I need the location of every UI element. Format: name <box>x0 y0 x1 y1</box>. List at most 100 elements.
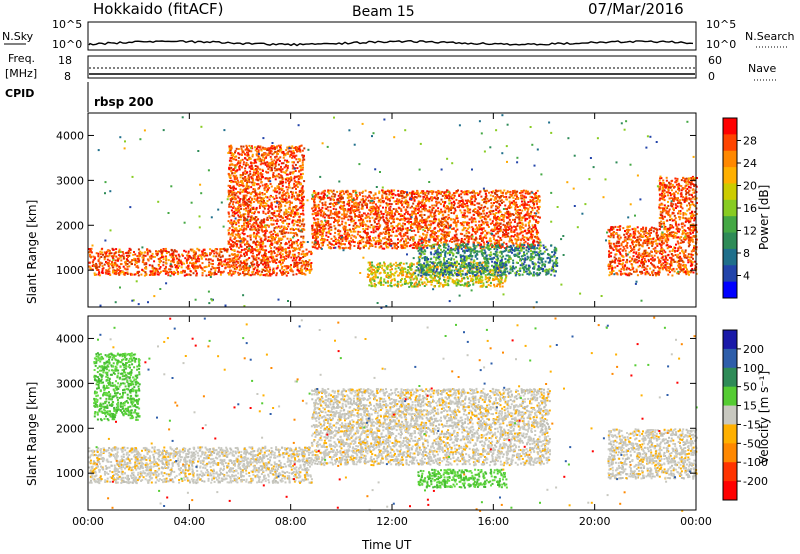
echo-cell <box>234 227 237 230</box>
echo-cell <box>104 271 107 274</box>
echo-cell <box>415 213 417 215</box>
echo-cell <box>349 240 352 243</box>
echo-cell <box>234 242 237 245</box>
echo-cell <box>526 217 529 220</box>
echo-cell <box>244 261 247 264</box>
echo-cell <box>236 179 239 182</box>
echo-cell <box>450 197 453 199</box>
echo-cell <box>200 255 203 258</box>
echo-cell <box>256 223 259 226</box>
echo-cell <box>239 174 242 176</box>
echo-cell <box>372 194 375 197</box>
echo-cell <box>205 274 208 277</box>
echo-cell <box>440 220 443 223</box>
echo-cell <box>251 224 254 227</box>
echo-cell <box>492 230 495 232</box>
echo-cell <box>506 208 508 210</box>
echo-cell <box>376 196 379 199</box>
echo-cell <box>413 212 416 215</box>
echo-cell <box>118 265 121 268</box>
echo-cell <box>505 198 508 201</box>
echo-cell <box>533 218 535 221</box>
echo-cell <box>516 190 519 193</box>
echo-cell <box>293 182 296 185</box>
echo-cell <box>259 224 262 227</box>
echo-cell <box>466 223 469 226</box>
echo-cell <box>504 212 507 215</box>
echo-cell <box>240 214 243 217</box>
echo-cell <box>250 145 253 148</box>
echo-cell <box>329 223 332 226</box>
echo-cell <box>512 196 515 199</box>
echo-cell <box>414 215 417 218</box>
echo-cell <box>443 231 446 234</box>
echo-cell <box>112 269 115 272</box>
echo-cell <box>273 197 276 200</box>
echo-cell <box>439 203 442 206</box>
echo-cell <box>243 208 245 211</box>
echo-cell <box>502 228 505 231</box>
echo-cell <box>381 189 384 192</box>
echo-cell <box>425 242 428 244</box>
echo-cell <box>197 265 200 268</box>
echo-cell <box>364 245 367 247</box>
echo-cell <box>426 244 429 247</box>
echo-cell <box>523 200 526 203</box>
echo-cell <box>280 200 283 203</box>
echo-cell <box>176 262 179 265</box>
echo-cell <box>306 261 309 264</box>
echo-cell <box>312 217 315 220</box>
echo-cell <box>513 229 516 232</box>
echo-cell <box>354 216 357 219</box>
echo-cell <box>478 208 481 211</box>
echo-cell <box>298 258 301 261</box>
echo-cell <box>303 180 306 183</box>
echo-cell <box>249 173 252 175</box>
echo-cell <box>237 162 240 164</box>
echo-cell <box>251 177 253 180</box>
echo-cell <box>277 149 280 152</box>
echo-cell <box>249 193 252 196</box>
echo-cell <box>244 273 247 276</box>
echo-cell <box>262 242 265 245</box>
echo-cell <box>499 239 502 242</box>
echo-cell <box>230 253 233 256</box>
echo-cell <box>501 194 504 197</box>
echo-cell <box>119 270 122 273</box>
echo-cell <box>275 274 278 277</box>
echo-cell <box>344 236 347 239</box>
echo-cell <box>287 231 290 234</box>
echo-cell <box>171 265 174 268</box>
echo-cell <box>535 191 538 194</box>
echo-cell <box>218 268 221 271</box>
echo-cell <box>267 204 270 207</box>
echo-cell <box>468 218 471 221</box>
echo-cell <box>258 251 261 254</box>
echo-cell <box>320 223 323 226</box>
echo-cell <box>378 190 381 193</box>
echo-cell <box>273 258 276 261</box>
echo-cell <box>357 206 360 209</box>
echo-cell <box>270 145 273 148</box>
echo-cell <box>297 158 300 161</box>
echo-cell <box>455 217 458 220</box>
echo-cell <box>374 243 377 246</box>
echo-cell <box>250 216 252 219</box>
echo-cell <box>286 146 289 149</box>
echo-cell <box>472 238 475 241</box>
echo-cell <box>243 216 246 219</box>
echo-cell <box>357 216 360 218</box>
echo-cell <box>271 153 274 156</box>
echo-cell <box>428 209 431 212</box>
echo-cell <box>261 230 264 233</box>
echo-cell <box>507 226 510 229</box>
echo-cell <box>303 254 306 256</box>
echo-cell <box>291 210 294 213</box>
echo-cell <box>427 228 430 230</box>
echo-cell <box>228 203 231 206</box>
echo-cell <box>514 208 517 211</box>
echo-cell <box>269 256 272 259</box>
echo-cell <box>230 200 233 203</box>
echo-cell <box>126 259 129 262</box>
echo-cell <box>473 200 476 203</box>
